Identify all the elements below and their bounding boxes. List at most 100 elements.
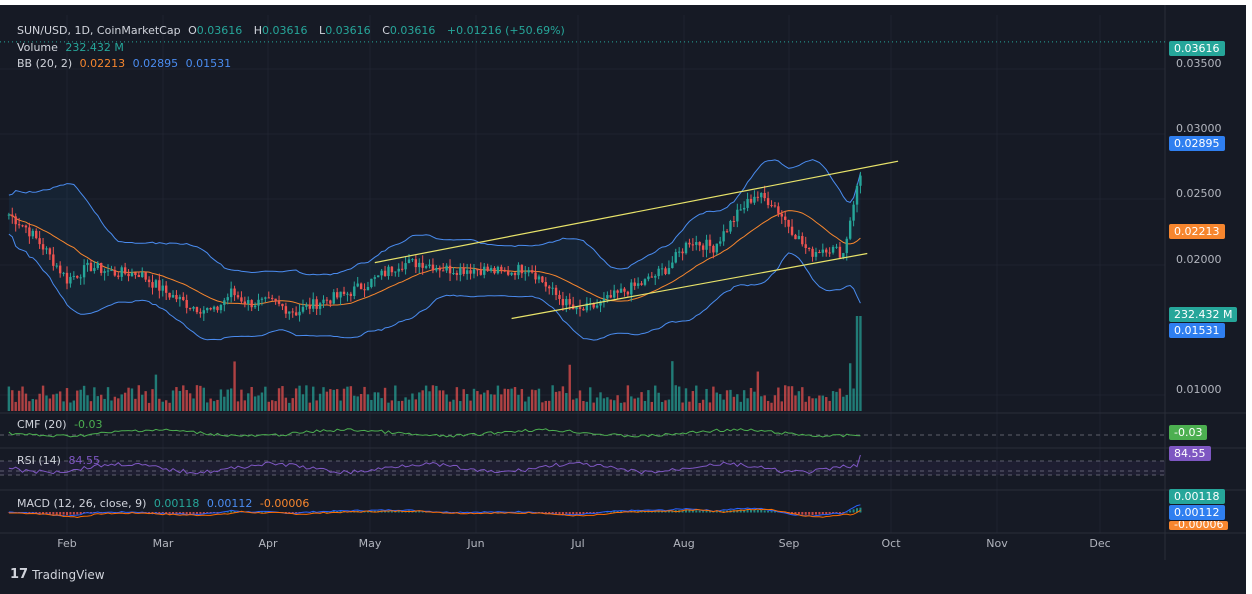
volume-bar (11, 390, 14, 411)
volume-bar (318, 393, 322, 411)
macd-histogram-bar (288, 512, 291, 514)
volume-bar (236, 401, 240, 411)
volume-bar (619, 402, 623, 411)
macd-histogram-bar (756, 509, 759, 513)
volume-bar (89, 401, 93, 411)
signal-tag: 0.00112 (1169, 505, 1225, 520)
volume-bar (465, 394, 469, 411)
candle-body (756, 196, 760, 198)
candle-body (838, 246, 842, 258)
candle-body (356, 283, 359, 287)
candle-body (421, 262, 424, 268)
candle-body (852, 204, 855, 221)
volume-bar (708, 402, 712, 411)
candle-body (24, 225, 28, 228)
candle-body (233, 288, 236, 296)
macd-histogram-bar (42, 512, 45, 514)
volume-bar (554, 391, 558, 411)
volume-bar (807, 396, 811, 411)
volume-bar (277, 388, 281, 411)
candle-body (137, 274, 141, 278)
macd-histogram-bar (821, 512, 824, 515)
candle-body (695, 242, 698, 245)
candle-body (442, 270, 445, 272)
macd-histogram-bar (750, 510, 752, 513)
macd-histogram-bar (325, 511, 328, 513)
candle-body (493, 267, 496, 274)
volume-bar (760, 396, 763, 411)
volume-bar (305, 385, 308, 411)
volume-bar (216, 399, 219, 411)
candle-body (732, 220, 736, 222)
candle-body (517, 264, 520, 276)
volume-bar (260, 392, 264, 411)
macd-histogram-bar (165, 512, 168, 514)
macd-histogram-bar (548, 512, 551, 514)
time-tick: Dec (1089, 537, 1111, 550)
volume-bar (664, 400, 667, 411)
candle-body (250, 300, 253, 308)
bb-fill (8, 159, 861, 341)
candle-body (144, 272, 147, 280)
volume-bar (448, 401, 452, 411)
volume-bar (294, 388, 298, 411)
candle-body (681, 251, 684, 254)
volume-bar (404, 397, 407, 411)
volume-bar (202, 387, 205, 411)
volume-bar (243, 400, 247, 411)
volume-bar (130, 388, 134, 411)
volume-bar (848, 363, 852, 411)
candle-body (373, 277, 376, 279)
macd-histogram-bar (192, 512, 195, 514)
rsi-value: 84.55 (68, 454, 100, 467)
volume-bar (240, 389, 243, 411)
candle-body (55, 265, 58, 267)
macd-histogram-bar (59, 512, 62, 515)
candle-body (524, 272, 527, 274)
macd-histogram-bar (589, 512, 592, 514)
volume-bar (86, 395, 89, 411)
candle-body (274, 298, 277, 302)
macd-histogram-bar (366, 511, 369, 513)
candle-body (62, 272, 65, 274)
candle-body (141, 272, 144, 278)
volume-bar (506, 389, 510, 411)
candle-body (462, 267, 465, 274)
chart-container[interactable]: SUN/USD, 1D, CoinMarketCap O0.03616 H0.0… (0, 5, 1246, 594)
volume-bar (766, 400, 770, 411)
candle-body (161, 285, 164, 291)
time-tick: Feb (57, 537, 77, 550)
volume-bar (455, 387, 459, 411)
volume-bar (120, 394, 123, 411)
candle-body (390, 266, 394, 273)
macd-histogram-bar (637, 510, 640, 513)
macd-histogram-bar (814, 512, 817, 515)
tradingview-logo[interactable]: 17 TradingView (10, 567, 105, 582)
signal-value: 0.00112 (206, 497, 253, 510)
time-tick: Apr (258, 537, 278, 550)
macd-histogram-bar (753, 509, 756, 513)
candle-body (561, 298, 565, 306)
volume-bar (35, 399, 38, 411)
volume-bar (801, 387, 804, 411)
candle-body (496, 266, 500, 274)
candle-body (438, 268, 441, 271)
candle-body (630, 282, 633, 295)
volume-bar (291, 398, 294, 411)
candle-body (674, 252, 677, 263)
macd-histogram-bar (739, 509, 742, 513)
price-tick: 0.02000 (1176, 253, 1222, 266)
volume-bar (674, 385, 677, 411)
macd-histogram-bar (38, 512, 41, 514)
volume-bar (253, 396, 257, 411)
candle-body (294, 312, 298, 316)
volume-bar (541, 402, 544, 411)
macd-histogram-bar (79, 512, 82, 515)
volume-bar (424, 385, 428, 411)
tradingview-icon: 17 (10, 567, 29, 582)
volume-bar (418, 392, 421, 411)
candle-body (483, 266, 486, 275)
chart-canvas[interactable] (0, 5, 1246, 594)
macd-histogram-bar (606, 511, 609, 513)
macd-histogram-bar (28, 512, 31, 514)
